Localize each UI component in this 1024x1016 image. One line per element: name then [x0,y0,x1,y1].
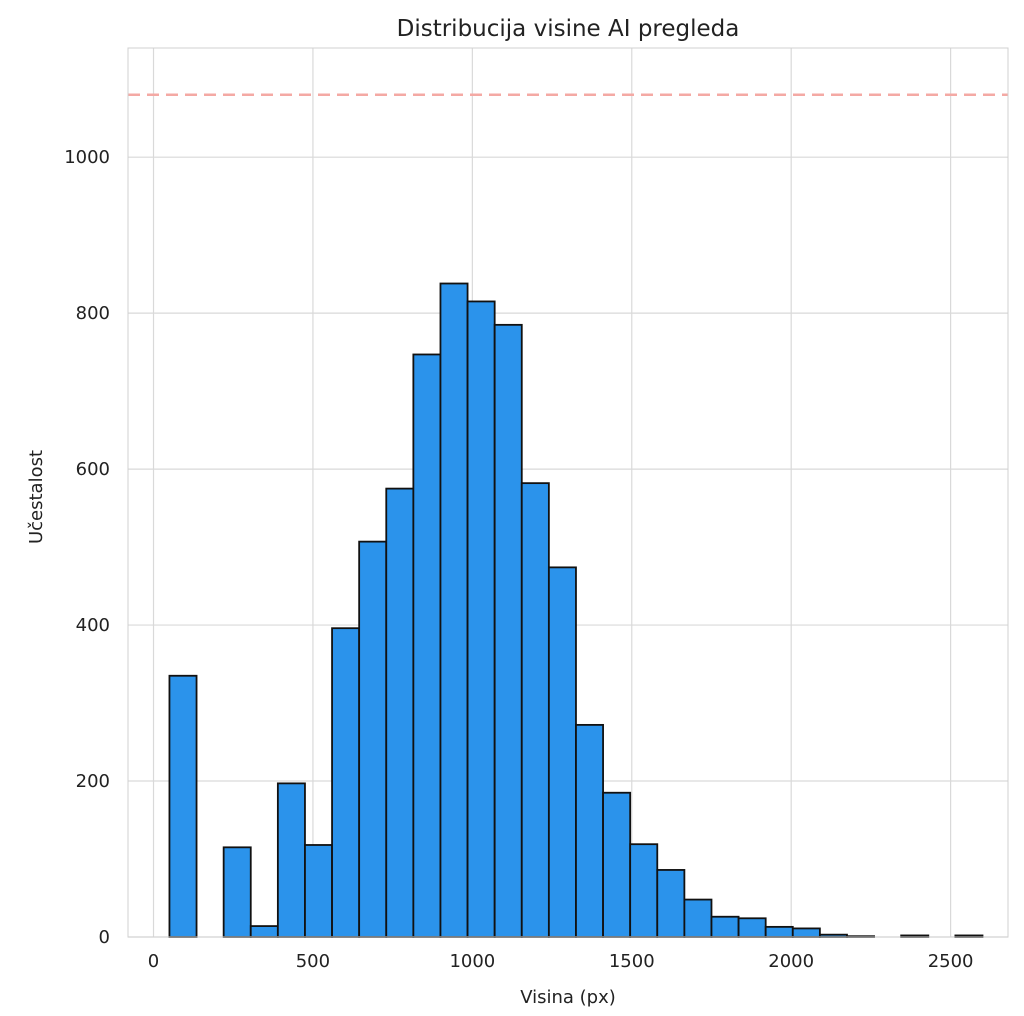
x-tick-label: 500 [296,951,330,972]
histogram-bar [683,898,713,938]
histogram-bar [737,917,767,938]
chart-title: Distribucija visine AI pregleda [397,16,740,42]
x-tick-label: 2000 [768,951,814,972]
x-tick-label: 2500 [928,951,974,972]
histogram-bar [222,846,252,938]
histogram-bar [331,627,361,938]
histogram-bar [385,487,415,938]
x-tick-label: 1500 [609,951,655,972]
histogram-bar [168,674,198,938]
x-tick-label: 1000 [449,951,495,972]
x-tick-labels: 0 500 1000 1500 2000 2500 [148,951,974,972]
y-tick-label: 0 [99,927,110,948]
y-tick-labels: 0 200 400 600 800 1000 [64,147,110,948]
y-tick-label: 800 [76,303,110,324]
histogram-bar [439,282,469,938]
histogram-bar [710,915,740,938]
histogram-bar [520,482,550,938]
y-tick-label: 400 [76,615,110,636]
y-tick-label: 1000 [64,147,110,168]
y-axis-label: Učestalost [26,450,47,544]
histogram-bar [602,791,632,938]
histogram-bar [656,869,686,938]
y-tick-label: 200 [76,771,110,792]
histogram-bar [791,927,821,938]
histogram-bar [493,323,523,938]
histogram-bars [168,282,984,938]
histogram-bar [575,723,604,938]
histogram-bar [412,353,442,938]
plot-frame [127,47,1009,938]
x-tick-label: 0 [148,951,159,972]
histogram-bar [358,540,388,938]
histogram-bar [547,566,577,938]
histogram-bar [249,925,279,938]
histogram-bar [466,300,496,938]
y-tick-label: 600 [76,459,110,480]
histogram-bar [764,925,794,938]
histogram-bar [629,843,659,938]
x-axis-label: Visina (px) [520,987,616,1008]
histogram-bar [276,782,306,938]
histogram-bar [304,844,333,938]
